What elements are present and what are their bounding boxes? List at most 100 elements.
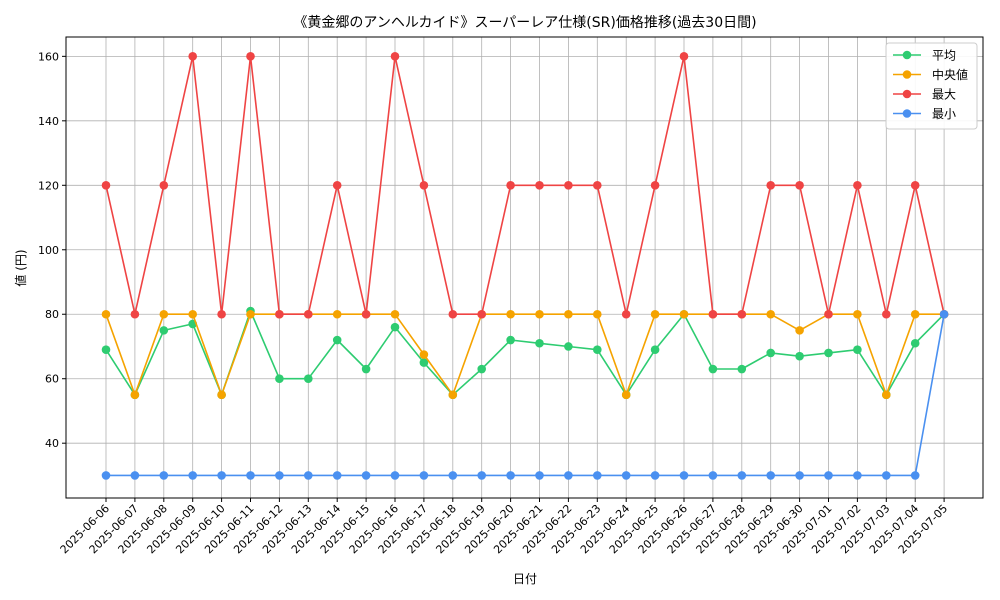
data-point bbox=[679, 52, 689, 61]
data-point bbox=[159, 471, 169, 480]
legend-label: 最小 bbox=[932, 107, 956, 121]
data-point bbox=[564, 471, 573, 480]
data-point bbox=[679, 309, 689, 319]
data-point bbox=[188, 52, 197, 61]
data-point bbox=[621, 390, 631, 400]
data-point bbox=[332, 471, 342, 480]
data-point bbox=[130, 471, 140, 480]
data-point bbox=[708, 309, 718, 319]
data-point bbox=[593, 180, 602, 190]
series-2 bbox=[101, 52, 949, 319]
data-point bbox=[304, 471, 313, 480]
data-point bbox=[390, 322, 400, 332]
data-point bbox=[361, 364, 371, 374]
data-point bbox=[390, 471, 400, 480]
data-point bbox=[506, 309, 515, 319]
data-point bbox=[795, 180, 804, 190]
data-point bbox=[535, 180, 544, 190]
y-tick-label: 120 bbox=[38, 179, 59, 192]
legend-marker bbox=[902, 109, 912, 118]
y-tick-label: 40 bbox=[45, 437, 59, 450]
data-point bbox=[882, 390, 891, 400]
data-point bbox=[621, 471, 631, 480]
data-point bbox=[650, 345, 660, 355]
data-point bbox=[593, 471, 602, 480]
data-point bbox=[217, 471, 226, 480]
series-line bbox=[105, 55, 945, 316]
data-point bbox=[535, 338, 544, 348]
y-tick-label: 80 bbox=[45, 308, 59, 321]
data-point bbox=[824, 348, 833, 358]
data-point bbox=[275, 309, 284, 319]
data-point bbox=[217, 390, 226, 400]
series-line bbox=[105, 313, 945, 396]
plot-frame bbox=[65, 36, 984, 499]
data-point bbox=[853, 345, 862, 355]
data-point bbox=[650, 309, 660, 319]
data-point bbox=[766, 180, 775, 190]
data-point bbox=[101, 471, 111, 480]
data-point bbox=[332, 180, 342, 190]
data-point bbox=[101, 309, 111, 319]
legend-marker bbox=[902, 70, 912, 79]
data-point bbox=[737, 309, 747, 319]
data-point bbox=[304, 374, 313, 384]
series-line bbox=[105, 310, 945, 396]
data-point bbox=[621, 309, 631, 319]
data-point bbox=[593, 345, 602, 355]
legend-box bbox=[885, 42, 978, 130]
data-point bbox=[101, 180, 111, 190]
data-point bbox=[419, 471, 429, 480]
data-point bbox=[650, 471, 660, 480]
legend-label: 最大 bbox=[932, 88, 956, 102]
data-point bbox=[159, 309, 169, 319]
data-point bbox=[246, 52, 255, 61]
data-point bbox=[795, 326, 804, 335]
data-point bbox=[882, 309, 891, 319]
data-point bbox=[130, 309, 140, 319]
x-axis-label: 日付 bbox=[513, 572, 537, 586]
data-point bbox=[910, 309, 920, 319]
data-point bbox=[910, 338, 920, 348]
data-point bbox=[910, 471, 920, 480]
data-point bbox=[564, 309, 573, 319]
data-point bbox=[564, 342, 573, 351]
data-point bbox=[246, 309, 255, 319]
legend-marker bbox=[902, 89, 912, 99]
data-point bbox=[246, 471, 255, 480]
y-tick-label: 140 bbox=[38, 115, 59, 128]
data-point bbox=[853, 309, 862, 319]
y-tick-label: 100 bbox=[38, 244, 59, 257]
data-point bbox=[795, 471, 804, 480]
data-point bbox=[564, 180, 573, 190]
legend-marker bbox=[902, 50, 912, 60]
data-point bbox=[535, 309, 544, 319]
data-point bbox=[419, 180, 429, 190]
data-point bbox=[477, 364, 487, 374]
data-point bbox=[361, 471, 371, 480]
data-point bbox=[188, 471, 197, 480]
data-point bbox=[737, 364, 747, 374]
data-point bbox=[939, 309, 949, 319]
series-line bbox=[106, 314, 945, 477]
series-layer bbox=[101, 52, 949, 480]
data-point bbox=[882, 471, 891, 480]
data-point bbox=[737, 471, 747, 480]
data-point bbox=[766, 348, 775, 358]
data-point bbox=[448, 309, 458, 319]
data-point bbox=[419, 358, 429, 367]
data-point bbox=[824, 471, 833, 480]
legend-label: 平均 bbox=[932, 49, 956, 63]
data-point bbox=[679, 471, 689, 480]
data-point bbox=[390, 52, 400, 61]
series-3 bbox=[101, 309, 949, 480]
data-point bbox=[159, 180, 169, 190]
y-axis-label: 値 (円) bbox=[13, 249, 28, 286]
data-point bbox=[448, 390, 458, 400]
data-point bbox=[853, 471, 862, 480]
data-point bbox=[766, 471, 775, 480]
y-tick-label: 160 bbox=[38, 50, 59, 63]
